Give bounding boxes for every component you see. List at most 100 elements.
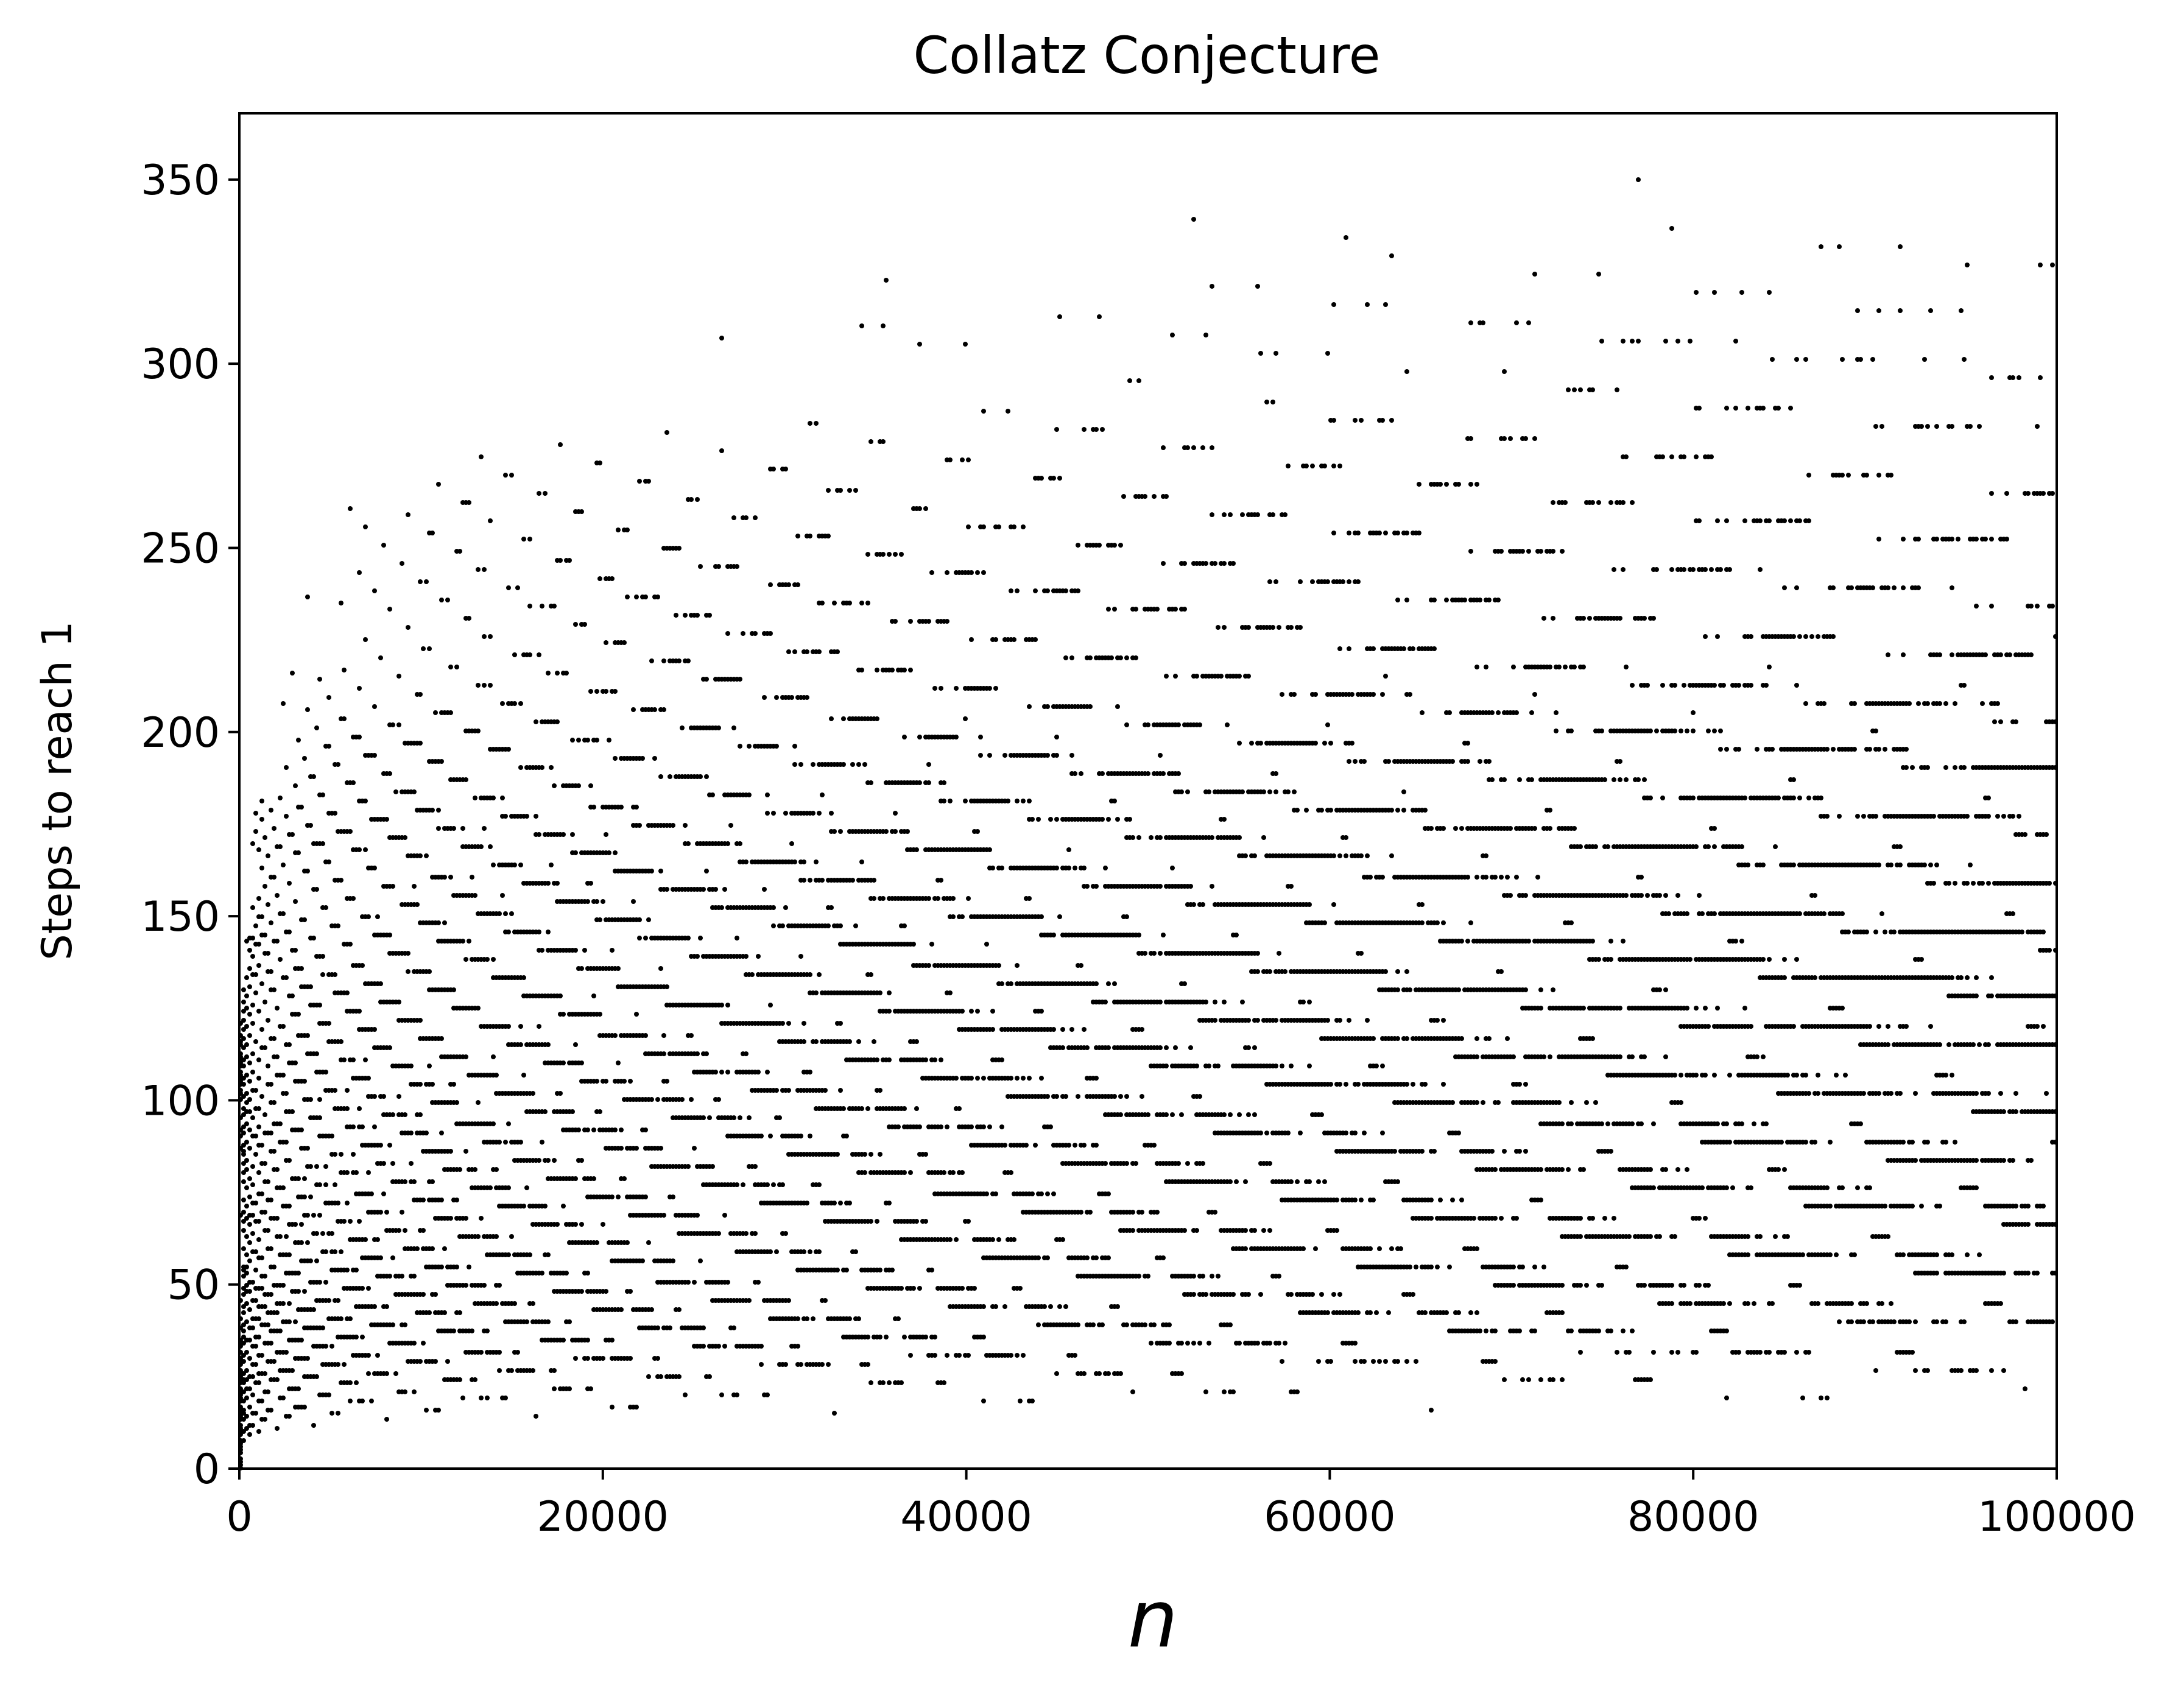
data-point xyxy=(1009,588,1013,593)
data-point xyxy=(1012,524,1016,529)
data-point xyxy=(1222,817,1227,822)
data-point xyxy=(1222,1000,1227,1004)
data-point xyxy=(1033,588,1038,593)
data-point xyxy=(664,430,669,435)
data-point xyxy=(872,1039,876,1044)
data-point xyxy=(363,799,368,803)
data-point xyxy=(1015,799,1020,803)
data-point xyxy=(320,841,325,846)
data-point xyxy=(259,1143,264,1148)
data-point xyxy=(1015,1076,1020,1081)
data-point xyxy=(323,1070,328,1075)
data-point xyxy=(454,665,459,669)
data-point xyxy=(1158,835,1163,840)
data-point xyxy=(506,747,511,752)
data-point xyxy=(281,1283,286,1288)
data-point xyxy=(266,951,270,956)
data-point xyxy=(1194,1228,1199,1233)
data-point xyxy=(573,622,578,627)
data-point xyxy=(537,1158,541,1163)
data-point xyxy=(811,762,815,767)
data-point xyxy=(527,1252,532,1257)
data-point xyxy=(549,863,554,867)
data-point xyxy=(281,1301,286,1306)
data-point xyxy=(1140,1210,1144,1215)
data-point xyxy=(314,1164,319,1169)
data-point xyxy=(1073,1143,1077,1148)
data-point xyxy=(585,899,590,904)
data-point xyxy=(333,972,337,977)
data-point xyxy=(716,1097,721,1102)
data-point xyxy=(1197,1341,1202,1346)
data-point xyxy=(640,1258,645,1263)
data-point xyxy=(774,744,779,749)
data-point xyxy=(366,914,371,919)
data-point xyxy=(753,1231,758,1236)
data-point xyxy=(1191,1274,1196,1279)
data-point xyxy=(494,1234,499,1239)
data-point xyxy=(256,942,261,947)
data-point xyxy=(241,1094,246,1099)
data-point xyxy=(966,1353,971,1358)
data-point xyxy=(942,1380,946,1385)
data-point xyxy=(841,1106,846,1111)
data-point xyxy=(262,884,267,889)
data-point xyxy=(884,278,889,283)
data-point xyxy=(1136,933,1141,937)
data-point xyxy=(780,1182,785,1187)
data-point xyxy=(1164,1112,1169,1117)
data-point xyxy=(406,625,410,630)
data-point xyxy=(360,1335,365,1339)
data-point xyxy=(506,1024,511,1029)
data-point xyxy=(305,869,310,873)
data-point xyxy=(272,826,277,831)
data-point xyxy=(1255,969,1260,974)
data-point xyxy=(868,1219,873,1224)
data-point xyxy=(375,1353,380,1358)
data-point xyxy=(287,1204,292,1209)
data-point xyxy=(951,1170,956,1175)
data-point xyxy=(244,1140,249,1145)
data-point xyxy=(348,829,353,834)
data-point xyxy=(847,601,852,605)
data-point xyxy=(707,613,712,618)
data-point xyxy=(960,1286,965,1291)
data-point xyxy=(241,1179,246,1184)
data-point xyxy=(247,1338,252,1343)
data-point xyxy=(999,866,1004,870)
data-point xyxy=(439,1131,444,1135)
data-point xyxy=(266,1389,270,1394)
data-point xyxy=(1018,1286,1023,1291)
data-point xyxy=(856,1039,861,1044)
data-point xyxy=(351,1124,356,1129)
data-point xyxy=(250,905,255,910)
data-point xyxy=(987,753,992,758)
data-point xyxy=(887,552,892,557)
data-point xyxy=(1036,1322,1041,1327)
data-point xyxy=(853,1249,858,1254)
data-point xyxy=(244,1377,249,1382)
data-point xyxy=(616,528,621,532)
data-point xyxy=(244,1073,249,1078)
data-point xyxy=(244,1054,249,1059)
data-point xyxy=(241,1036,246,1041)
data-point xyxy=(281,701,286,706)
data-point xyxy=(482,634,487,639)
data-point xyxy=(448,875,453,880)
data-point xyxy=(387,1274,392,1279)
data-point xyxy=(269,808,273,813)
data-point xyxy=(725,631,730,636)
data-point xyxy=(250,1115,255,1120)
data-point xyxy=(774,1088,779,1093)
data-point xyxy=(281,911,286,916)
data-point xyxy=(1021,1353,1026,1358)
data-point xyxy=(460,826,465,831)
data-point xyxy=(247,1176,252,1181)
data-point xyxy=(932,1353,937,1358)
data-point xyxy=(856,1316,861,1321)
data-point xyxy=(597,1109,602,1114)
data-point xyxy=(247,1146,252,1151)
data-point xyxy=(1222,1112,1227,1117)
data-point xyxy=(262,933,267,937)
